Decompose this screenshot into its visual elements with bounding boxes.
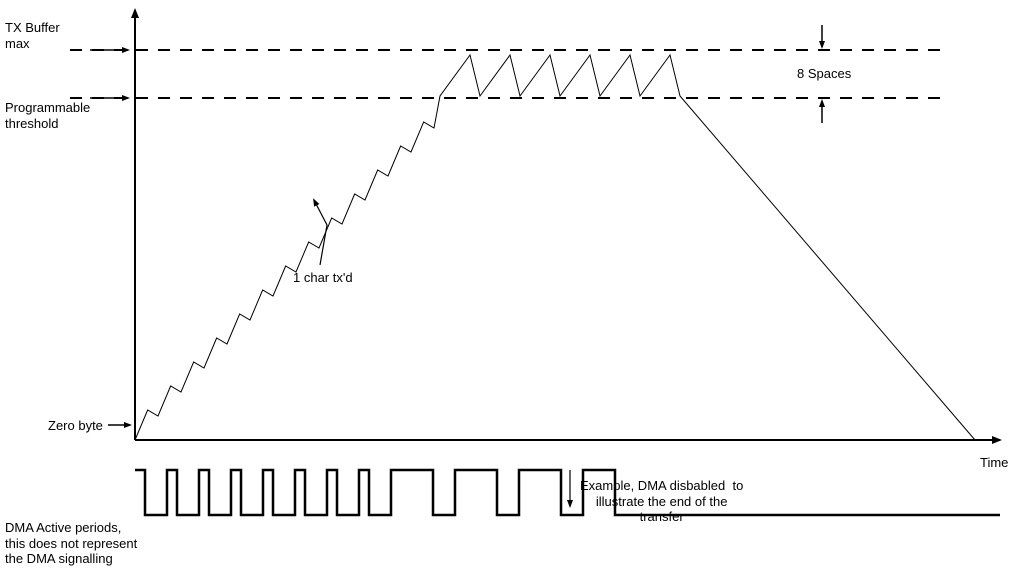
label-programmable-threshold: Programmable threshold [5, 100, 90, 131]
label-zero-byte: Zero byte [48, 418, 103, 434]
label-one-char-txd: 1 char tx'd [293, 270, 353, 286]
label-dma-active: DMA Active periods, this does not repres… [5, 520, 137, 567]
diagram-svg [0, 0, 1017, 579]
label-tx-buffer-max: TX Buffer max [5, 20, 60, 51]
diagram-container: TX Buffer max Programmable threshold Zer… [0, 0, 1017, 579]
label-eight-spaces: 8 Spaces [797, 66, 851, 82]
label-dma-disabled: Example, DMA disbabled to illustrate the… [580, 478, 743, 525]
label-time: Time [980, 455, 1008, 471]
